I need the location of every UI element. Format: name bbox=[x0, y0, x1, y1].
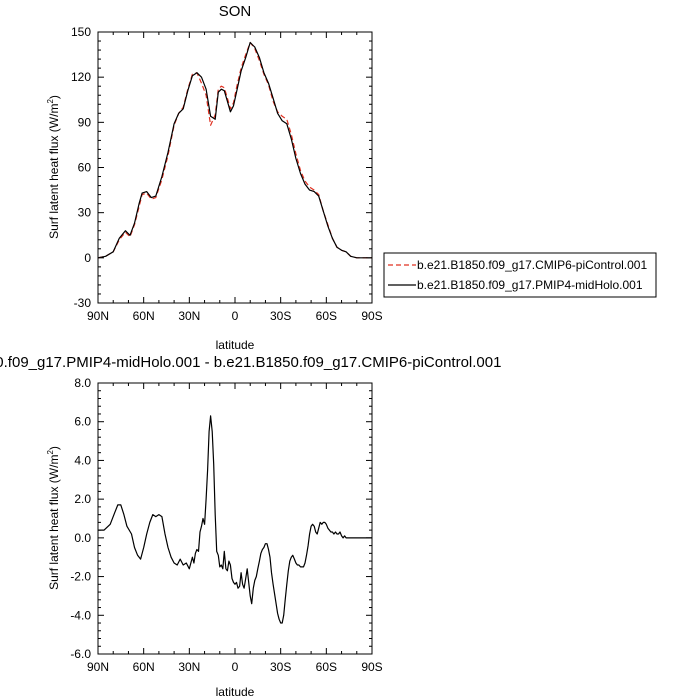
top-panel-frame bbox=[97, 31, 373, 304]
y-tick-label: 60 bbox=[78, 161, 92, 175]
y-tick-label: 120 bbox=[71, 70, 91, 84]
x-tick-label: 90S bbox=[361, 309, 382, 323]
legend-entry-midholo: b.e21.B1850.f09_g17.PMIP4-midHolo.001 bbox=[417, 278, 643, 292]
y-tick-label: -30 bbox=[74, 296, 92, 310]
x-tick-label: 30N bbox=[178, 660, 200, 674]
bottom-panel-ylabel-exp: 2 bbox=[46, 450, 55, 455]
y-tick-label: -6.0 bbox=[70, 647, 91, 661]
x-tick-label: 60N bbox=[133, 309, 155, 323]
bottom-panel-ticks: 90N 60N 30N 0 30S 60S 90S -6.0 -4.0 -2.0 0.0 2.0 4.0… bbox=[70, 376, 382, 674]
bottom-panel-frame bbox=[97, 382, 373, 655]
legend-entry-picontrol: b.e21.B1850.f09_g17.CMIP6-piControl.001 bbox=[417, 258, 647, 272]
y-tick-label: 0.0 bbox=[74, 531, 91, 545]
y-tick-label: 150 bbox=[71, 25, 91, 39]
bottom-panel-ylabel-suffix: ) bbox=[47, 446, 61, 450]
series-line-0-0 bbox=[97, 41, 372, 259]
bottom-panel-series bbox=[98, 415, 372, 624]
x-tick-label: 60N bbox=[133, 660, 155, 674]
legend-frame bbox=[383, 252, 657, 298]
x-tick-label: 0 bbox=[232, 660, 239, 674]
x-tick-label: 30S bbox=[270, 660, 291, 674]
y-tick-label: 30 bbox=[78, 206, 92, 220]
top-panel-series bbox=[97, 41, 372, 259]
top-panel-ylabel-prefix: Surf latent heat flux (W/m bbox=[47, 104, 61, 239]
y-tick-label: -4.0 bbox=[70, 608, 91, 622]
y-tick-label: 6.0 bbox=[74, 415, 91, 429]
series-line-1-0 bbox=[98, 415, 372, 624]
y-tick-label: 4.0 bbox=[74, 453, 91, 467]
x-tick-label: 60S bbox=[316, 309, 337, 323]
y-tick-label: 90 bbox=[78, 115, 92, 129]
bottom-panel-ylabel-prefix: Surf latent heat flux (W/m bbox=[47, 455, 61, 590]
x-tick-label: 30S bbox=[270, 309, 291, 323]
bottom-panel-ylabel: Surf latent heat flux (W/m2) bbox=[46, 446, 61, 590]
y-tick-label: 0 bbox=[84, 251, 91, 265]
x-tick-label: 0 bbox=[232, 309, 239, 323]
top-panel-ticks: 90N 60N 30N 0 30S 60S 90S -30 0 30 60 90 120 150 bbox=[71, 25, 383, 323]
x-tick-label: 90S bbox=[361, 660, 382, 674]
top-panel-ylabel-suffix: ) bbox=[47, 95, 61, 99]
top-panel-ylabel: Surf latent heat flux (W/m2) bbox=[46, 95, 61, 239]
x-tick-label: 30N bbox=[178, 309, 200, 323]
x-tick-label: 90N bbox=[87, 660, 109, 674]
y-tick-label: 2.0 bbox=[74, 492, 91, 506]
x-tick-label: 60S bbox=[316, 660, 337, 674]
y-tick-label: -2.0 bbox=[70, 570, 91, 584]
y-tick-label: 8.0 bbox=[74, 376, 91, 390]
series-line-0-1 bbox=[97, 41, 372, 259]
x-tick-label: 90N bbox=[87, 309, 109, 323]
top-panel: SON 90N 60N 30N 0 30S 60S 90S-300306090120150 … bbox=[46, 3, 383, 352]
bottom-panel-title: b.e21.B1850.f09_g17.PMIP4-midHolo.001 - … bbox=[0, 354, 501, 371]
top-panel-title: SON bbox=[219, 3, 252, 20]
top-panel-ylabel-exp: 2 bbox=[46, 99, 55, 104]
top-panel-xlabel: latitude bbox=[216, 338, 255, 352]
legend: b.e21.B1850.f09_g17.CMIP6-piControl.001 … bbox=[383, 252, 657, 298]
bottom-panel: b.e21.B1850.f09_g17.PMIP4-midHolo.001 - … bbox=[0, 354, 501, 699]
bottom-panel-xlabel: latitude bbox=[216, 685, 255, 699]
